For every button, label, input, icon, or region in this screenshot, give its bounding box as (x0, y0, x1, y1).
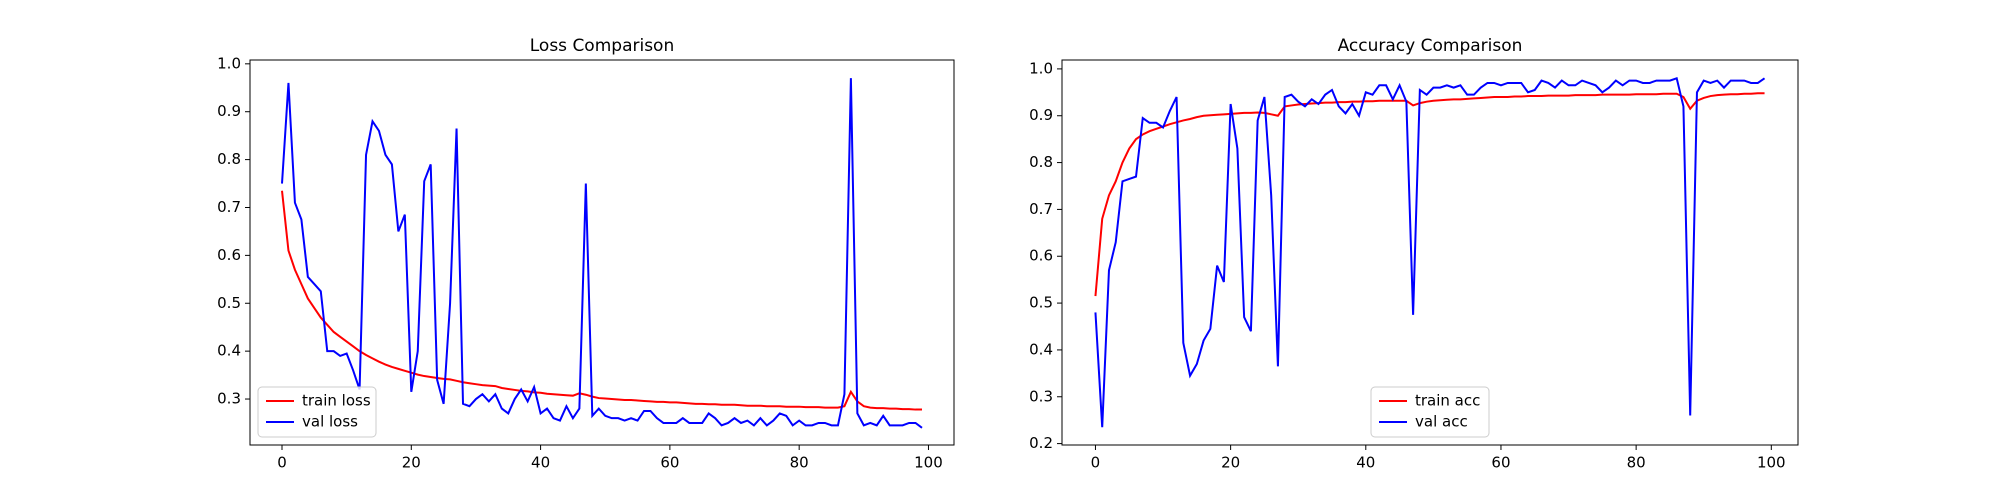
y-tick-label: 0.6 (217, 246, 241, 264)
y-tick-label: 0.7 (1029, 200, 1053, 218)
y-tick-label: 0.7 (217, 198, 241, 216)
series-line (281, 78, 923, 429)
y-tick-label: 0.9 (217, 102, 241, 120)
series-line (1094, 76, 1766, 428)
axes-frame (249, 59, 955, 446)
x-tick-label: 20 (402, 454, 421, 472)
y-tick-label: 0.5 (217, 294, 241, 312)
legend-box (1370, 386, 1490, 438)
x-tick-label: 60 (660, 454, 679, 472)
y-tick-label: 0.2 (1029, 434, 1053, 452)
y-tick-label: 0.3 (217, 390, 241, 408)
y-tick-label: 0.9 (1029, 106, 1053, 124)
x-tick-label: 40 (531, 454, 550, 472)
chart-title: Loss Comparison (530, 36, 674, 56)
x-tick-label: 0 (277, 454, 287, 472)
series-line (281, 190, 922, 411)
x-tick-label: 40 (1356, 454, 1375, 472)
series-line (1094, 92, 1765, 297)
x-tick-label: 0 (1091, 454, 1101, 472)
legend-label: val loss (302, 413, 358, 431)
y-tick-label: 0.4 (217, 342, 241, 360)
x-tick-label: 60 (1491, 454, 1510, 472)
y-tick-label: 0.6 (1029, 247, 1053, 265)
y-tick-label: 1.0 (1029, 59, 1053, 77)
y-tick-label: 0.3 (1029, 387, 1053, 405)
y-tick-label: 1.0 (217, 54, 241, 72)
x-tick-label: 20 (1221, 454, 1240, 472)
y-tick-label: 0.8 (217, 150, 241, 168)
y-tick-label: 0.8 (1029, 153, 1053, 171)
y-tick-label: 0.5 (1029, 294, 1053, 312)
legend-label: val acc (1415, 413, 1468, 431)
y-tick-label: 0.4 (1029, 340, 1053, 358)
axes-frame (1061, 59, 1799, 446)
x-tick-label: 100 (914, 454, 943, 472)
x-tick-label: 80 (790, 454, 809, 472)
chart-title: Accuracy Comparison (1338, 36, 1523, 56)
x-tick-label: 100 (1757, 454, 1786, 472)
legend-box (257, 386, 377, 438)
legend-label: train acc (1415, 392, 1480, 410)
x-tick-label: 80 (1627, 454, 1646, 472)
legend-label: train loss (302, 392, 371, 410)
